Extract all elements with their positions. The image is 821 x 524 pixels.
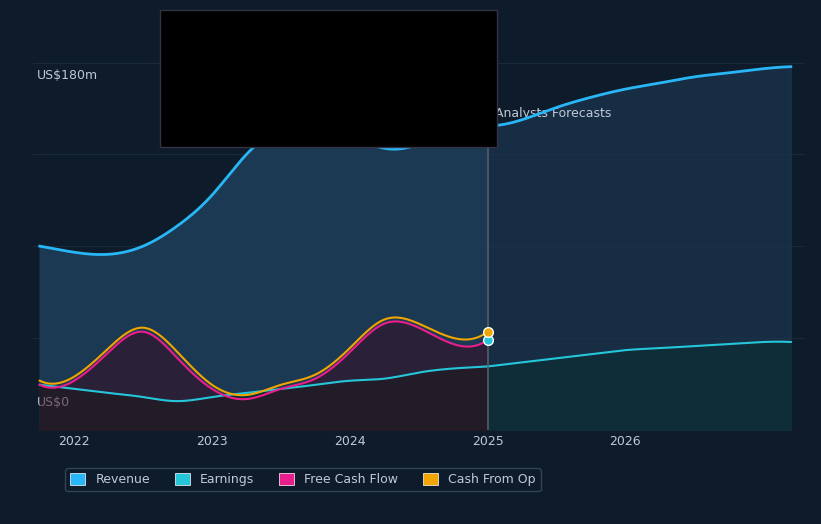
Text: US$31.012m: US$31.012m	[300, 58, 378, 68]
Text: Free Cash Flow: Free Cash Flow	[168, 83, 252, 93]
Text: US$149.094m: US$149.094m	[300, 32, 387, 42]
Text: /yr: /yr	[398, 83, 413, 93]
Text: Past: Past	[450, 107, 481, 121]
Text: Cash From Op: Cash From Op	[168, 108, 246, 118]
Text: Earnings: Earnings	[168, 58, 217, 68]
Text: US$44.060m: US$44.060m	[300, 83, 379, 93]
Text: Analysts Forecasts: Analysts Forecasts	[494, 107, 611, 121]
Text: /yr: /yr	[398, 58, 413, 68]
Text: US$48.246m: US$48.246m	[300, 108, 379, 118]
Text: /yr: /yr	[398, 32, 413, 42]
Text: US$180m: US$180m	[37, 69, 98, 82]
Text: Revenue: Revenue	[168, 32, 217, 42]
Legend: Revenue, Earnings, Free Cash Flow, Cash From Op: Revenue, Earnings, Free Cash Flow, Cash …	[65, 468, 541, 492]
Text: Dec 31 2024: Dec 31 2024	[168, 16, 255, 29]
Text: US$0: US$0	[37, 396, 70, 409]
Text: /yr: /yr	[398, 108, 413, 118]
